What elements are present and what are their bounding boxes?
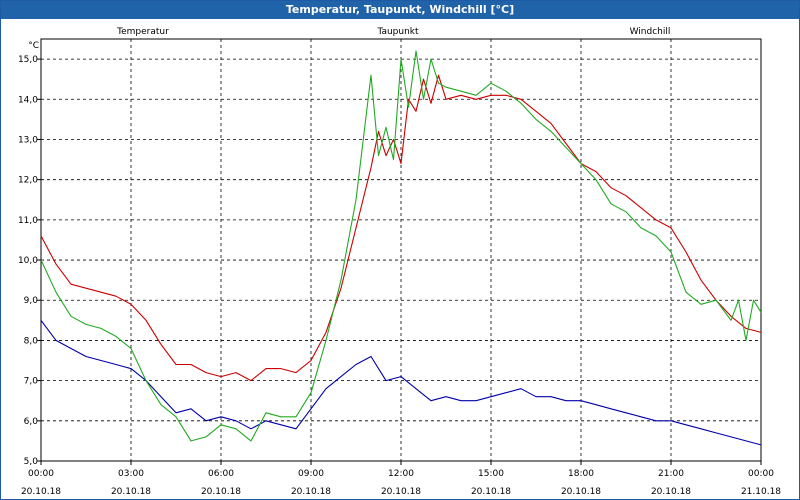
legend-windchill: Windchill [630,27,671,37]
x-tick-time: 03:00 [118,469,144,479]
x-tick-time: 09:00 [298,469,324,479]
x-tick-date: 20.10.18 [201,487,241,497]
y-tick-label: 10,0 [18,256,38,266]
x-tick-date: 20.10.18 [651,487,691,497]
x-tick-time: 21:00 [658,469,684,479]
x-tick-date: 20.10.18 [471,487,511,497]
x-tick-time: 18:00 [568,469,594,479]
y-tick-label: 11,0 [18,216,38,226]
y-tick-label: 5,0 [24,457,39,467]
y-tick-label: 8,0 [24,336,39,346]
y-tick-label: 12,0 [18,176,38,186]
y-tick-label: 14,0 [18,95,38,105]
x-tick-time: 00:00 [28,469,54,479]
x-tick-date: 20.10.18 [21,487,61,497]
x-tick-date: 20.10.18 [291,487,331,497]
x-tick-time: 15:00 [478,469,504,479]
x-tick-time: 00:00 [748,469,774,479]
series-line-windchill [40,50,762,442]
x-tick-date: 20.10.18 [561,487,601,497]
y-tick-label: 15,0 [18,55,38,65]
window-title: Temperatur, Taupunkt, Windchill [°C] [1,1,799,19]
y-tick-label: 13,0 [18,135,38,145]
legend-temperatur: Temperatur [116,27,169,37]
series-line-taupunkt [40,319,762,446]
legend-taupunkt: Taupunkt [376,27,419,37]
y-tick-label: 9,0 [24,296,39,306]
y-tick-label: 7,0 [24,377,39,387]
x-tick-date: 21.10.18 [741,487,781,497]
series-line-temperatur [40,74,762,382]
x-tick-date: 20.10.18 [111,487,151,497]
y-tick-label: 6,0 [24,417,39,427]
x-tick-time: 06:00 [208,469,234,479]
y-axis-label: °C [28,41,39,51]
x-tick-time: 12:00 [388,469,414,479]
x-tick-date: 20.10.18 [381,487,421,497]
line-chart: 5,0 6,0 7,0 8,0 9,0 10,0 11,0 12,0 13,0 14,0 15,0 °… [18,27,781,497]
